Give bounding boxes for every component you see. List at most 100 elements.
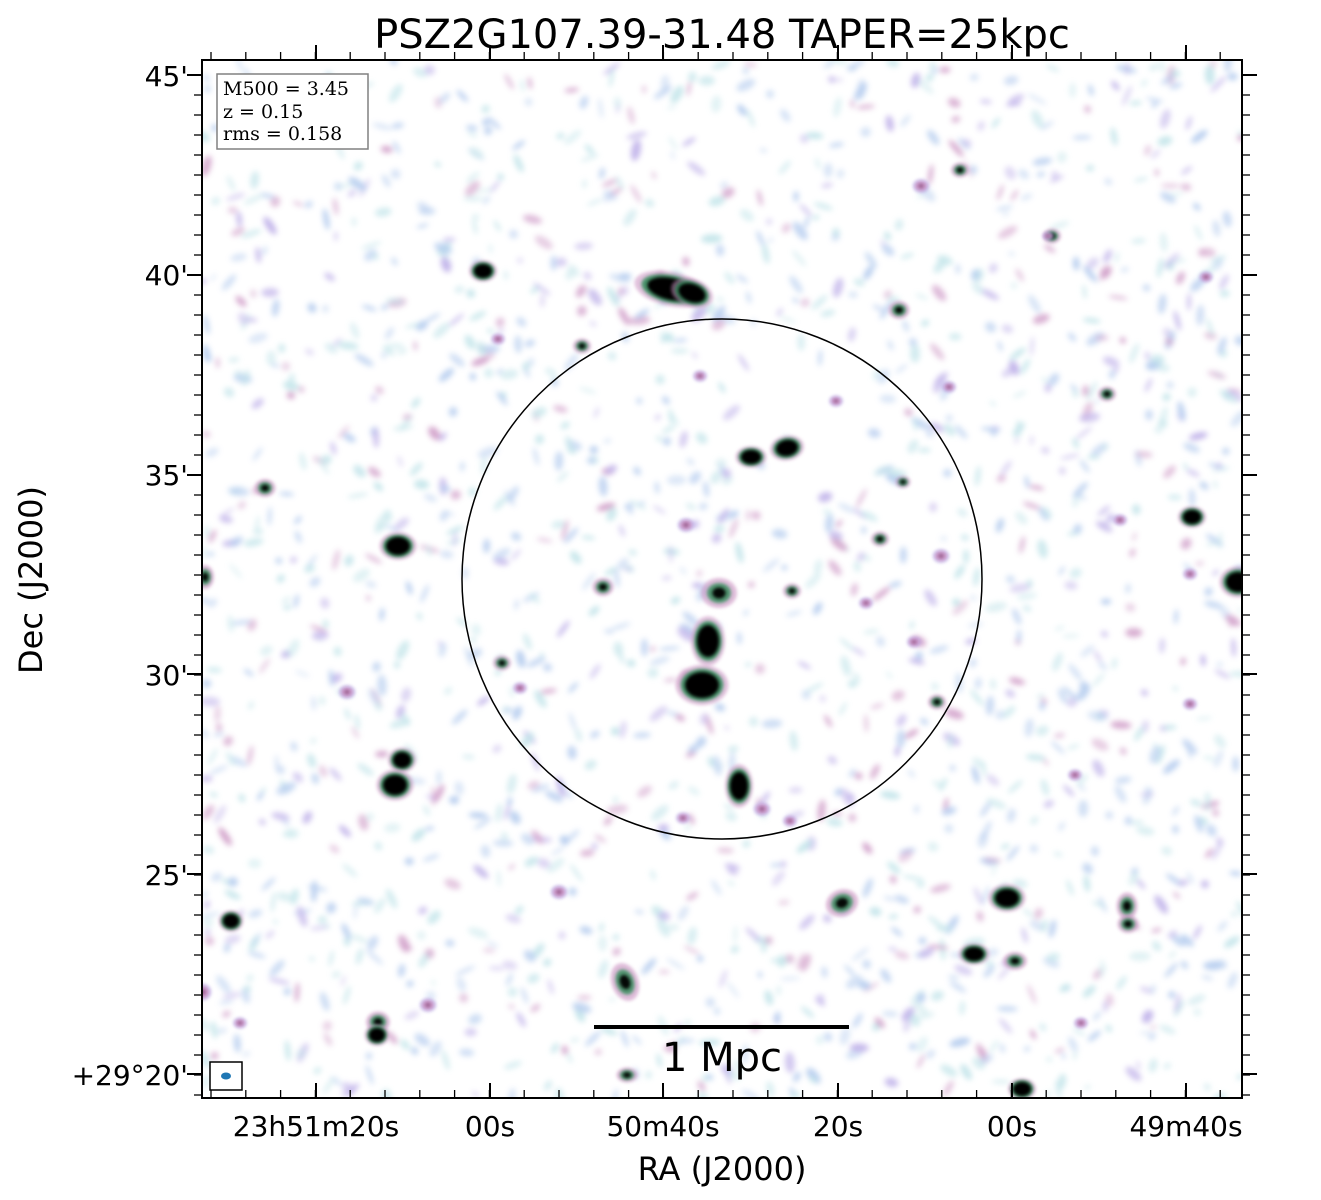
noise-blob [1187,994,1206,1005]
noise-blob [413,340,418,351]
noise-blob [885,115,894,132]
noise-blob [896,714,907,727]
radio-source [675,664,729,706]
noise-blob [1086,165,1095,172]
noise-blob [488,243,493,254]
noise-blob [1116,975,1127,990]
noise-blob [487,116,501,130]
noise-blob [489,180,501,193]
noise-blob [473,864,489,879]
noise-blob [588,605,600,617]
noise-blob [719,181,729,189]
noise-blob [382,343,404,350]
y-tick-label: 40' [145,259,188,292]
noise-blob [996,1006,1018,1012]
noise-blob [986,798,1007,809]
noise-blob [202,729,209,739]
noise-blob [727,880,736,886]
source-layer [425,1003,431,1007]
noise-blob [916,1011,935,1020]
radio-source [735,446,767,468]
noise-blob [668,136,678,151]
noise-blob [433,784,445,803]
noise-blob [396,640,410,661]
noise-blob [1188,488,1196,507]
noise-blob [266,350,276,366]
noise-blob [554,451,564,471]
noise-blob [1043,244,1056,253]
noise-blob [1058,566,1065,576]
noise-blob [203,74,210,82]
noise-blob [715,296,725,302]
noise-blob [470,637,477,643]
noise-blob [507,797,513,806]
noise-blob [656,1053,663,1068]
noise-blob [933,258,947,274]
source-layer [1073,773,1077,777]
noise-blob [948,975,960,980]
noise-blob [223,943,231,953]
noise-blob [215,723,223,732]
noise-blob [1078,412,1101,423]
noise-blob [710,470,722,484]
noise-blob [1162,327,1172,337]
noise-blob [477,696,490,706]
noise-blob [397,963,406,978]
noise-blob [991,858,998,877]
noise-blob [776,307,783,317]
noise-blob [248,858,262,869]
noise-blob [667,924,680,931]
noise-blob [613,796,618,803]
radio-source [573,338,591,354]
noise-blob [1110,721,1132,729]
noise-blob [1103,249,1113,264]
noise-blob [1129,100,1142,106]
source-layer [373,1018,383,1026]
noise-blob [383,347,395,356]
source-layer [474,264,492,278]
noise-blob [904,408,913,417]
noise-blob [598,935,607,952]
noise-blob [1140,689,1149,696]
noise-blob [651,804,669,821]
noise-blob [780,976,800,981]
noise-blob [763,558,780,573]
noise-blob [330,441,337,455]
noise-blob [236,211,243,228]
noise-blob [509,229,518,239]
noise-blob [492,744,502,753]
radio-source [1117,915,1139,933]
noise-blob [547,979,554,995]
noise-blob [663,678,678,682]
noise-blob [1210,76,1227,93]
noise-blob [1033,907,1043,920]
noise-blob [938,777,948,792]
noise-blob [1080,645,1095,658]
noise-blob [547,858,565,873]
noise-blob [823,1032,833,1042]
noise-blob [895,364,908,374]
noise-blob [1195,561,1205,566]
noise-blob [1227,972,1238,989]
noise-blob [613,641,624,657]
source-layer [496,337,500,341]
noise-blob [1110,127,1118,146]
noise-blob [503,801,511,821]
noise-blob [385,298,404,305]
noise-blob [260,645,273,656]
noise-blob [867,428,881,438]
noise-blob [848,768,856,778]
noise-blob [864,714,869,733]
source-layer [685,672,719,698]
noise-blob [1187,293,1191,311]
noise-blob [918,448,931,453]
noise-blob [202,912,221,918]
noise-blob [400,1039,411,1050]
noise-blob [524,856,539,867]
noise-blob [389,83,403,103]
noise-blob [1075,426,1093,440]
noise-blob [630,139,642,162]
noise-blob [594,1048,602,1056]
noise-blob [858,980,871,990]
noise-blob [271,812,290,821]
